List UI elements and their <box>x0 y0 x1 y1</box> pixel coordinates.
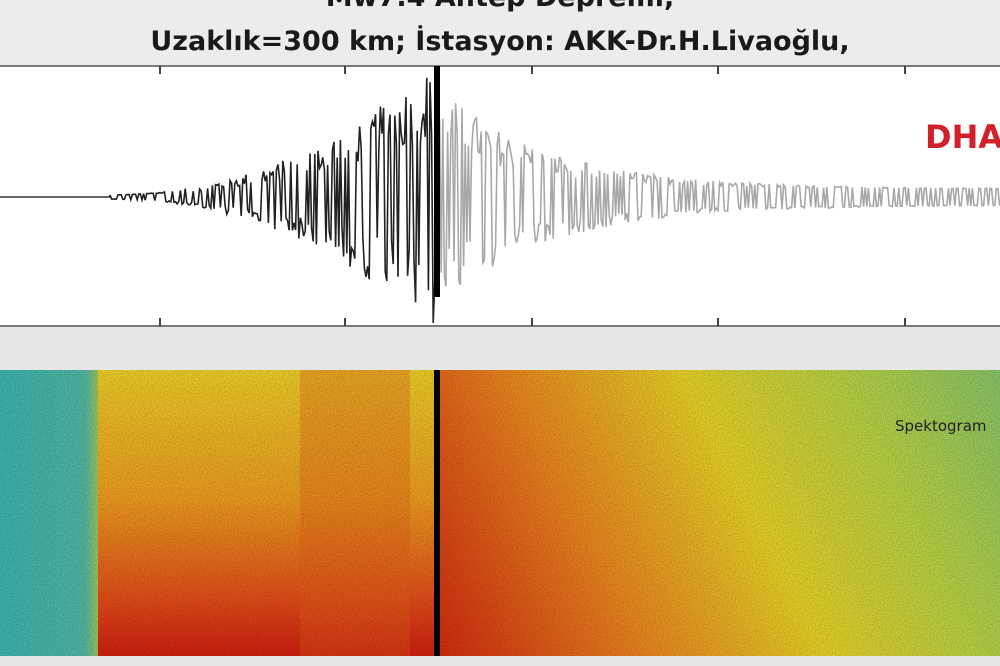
title-band <box>0 0 1000 66</box>
axis-ticks <box>159 66 906 326</box>
waveform-played <box>109 77 438 323</box>
seismogram-panel <box>0 65 1000 327</box>
spectrogram-label: Spektogram <box>895 417 987 435</box>
title-line-1: Mw7.4 Antep Depremi, <box>326 0 674 13</box>
title-line-2: Uzaklık=300 km; İstasyon: AKK-Dr.H.Livao… <box>150 25 849 57</box>
watermark: DHA <box>925 118 1000 156</box>
spectrogram <box>0 370 1000 656</box>
waveform-upcoming <box>437 103 1000 287</box>
